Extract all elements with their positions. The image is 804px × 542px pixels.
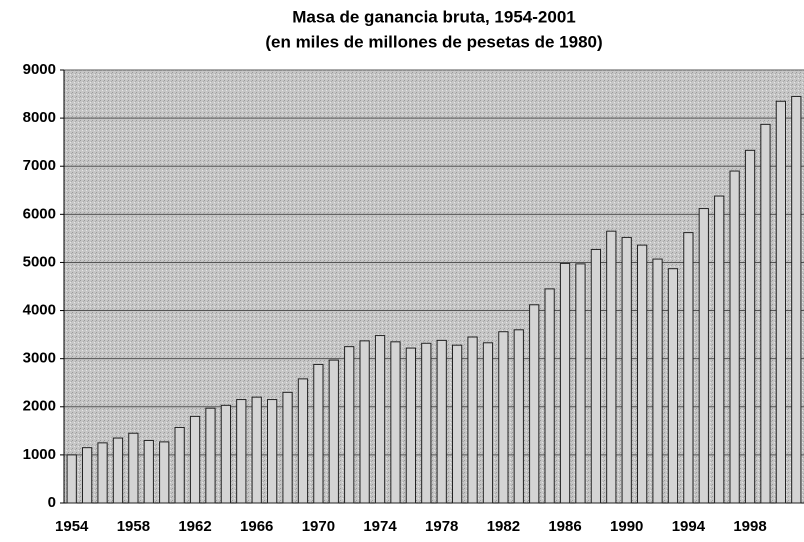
- bar: [66, 454, 77, 504]
- bar: [97, 442, 108, 504]
- y-tick-label: 6000: [23, 205, 56, 222]
- bar: [236, 399, 247, 504]
- bar: [390, 341, 401, 504]
- x-tick-label: 1966: [240, 518, 273, 535]
- bar: [467, 336, 478, 504]
- x-tick-label: 1998: [733, 518, 766, 535]
- bar: [775, 100, 786, 504]
- bar: [590, 248, 601, 504]
- bar: [297, 378, 309, 504]
- bar: [729, 170, 740, 504]
- bar: [159, 441, 170, 504]
- x-tick-label: 1994: [672, 518, 706, 535]
- x-tick-label: 1970: [302, 518, 335, 535]
- bar: [189, 415, 201, 504]
- chart-title: Masa de ganancia bruta, 1954-2001: [292, 7, 575, 26]
- bar: [112, 437, 124, 504]
- y-tick-label: 9000: [23, 61, 56, 78]
- x-tick-label: 1962: [178, 518, 211, 535]
- bar: [452, 344, 463, 504]
- bar: [667, 268, 679, 504]
- plot-area: [64, 70, 804, 503]
- bar: [359, 340, 370, 504]
- x-tick-label: 1986: [548, 518, 581, 535]
- bar: [714, 195, 725, 504]
- x-tick-label: 1978: [425, 518, 458, 535]
- bar: [482, 342, 494, 504]
- bar: [652, 258, 663, 504]
- y-tick-label: 0: [48, 494, 56, 511]
- y-tick-label: 3000: [23, 350, 56, 367]
- bar: [344, 346, 355, 504]
- bar: [220, 404, 231, 504]
- bar: [174, 426, 185, 504]
- bar: [313, 363, 324, 504]
- bar: [251, 396, 262, 504]
- bar: [421, 342, 432, 504]
- bar: [621, 236, 632, 504]
- bar: [791, 95, 802, 504]
- bar: [436, 339, 447, 504]
- bar: [205, 407, 216, 504]
- bar: [405, 347, 416, 504]
- bar: [698, 208, 709, 504]
- bar: [637, 244, 648, 504]
- bar: [267, 399, 278, 504]
- bar: [82, 447, 93, 504]
- bar: [282, 391, 293, 504]
- x-tick-label: 1958: [117, 518, 150, 535]
- y-tick-label: 2000: [23, 398, 56, 415]
- bar: [760, 123, 771, 504]
- chart-subtitle: (en miles de millones de pesetas de 1980…: [265, 32, 602, 51]
- bar: [529, 304, 540, 504]
- bar: [498, 331, 509, 504]
- y-tick-label: 4000: [23, 302, 56, 319]
- bar: [683, 232, 694, 504]
- bar: [513, 329, 524, 504]
- bar: [575, 263, 586, 504]
- y-tick-label: 7000: [23, 157, 56, 174]
- bar: [544, 288, 555, 504]
- y-tick-label: 5000: [23, 253, 56, 270]
- bar: [744, 149, 756, 504]
- x-tick-label: 1982: [487, 518, 520, 535]
- x-tick-label: 1974: [363, 518, 397, 535]
- bar: [606, 230, 617, 504]
- x-tick-label: 1990: [610, 518, 643, 535]
- bar: [374, 335, 386, 504]
- y-tick-label: 8000: [23, 109, 56, 126]
- bar: [328, 359, 339, 504]
- bar: [128, 432, 139, 504]
- bar: [143, 439, 154, 504]
- x-tick-label: 1954: [55, 518, 89, 535]
- bar: [559, 262, 571, 504]
- y-tick-label: 1000: [23, 446, 56, 463]
